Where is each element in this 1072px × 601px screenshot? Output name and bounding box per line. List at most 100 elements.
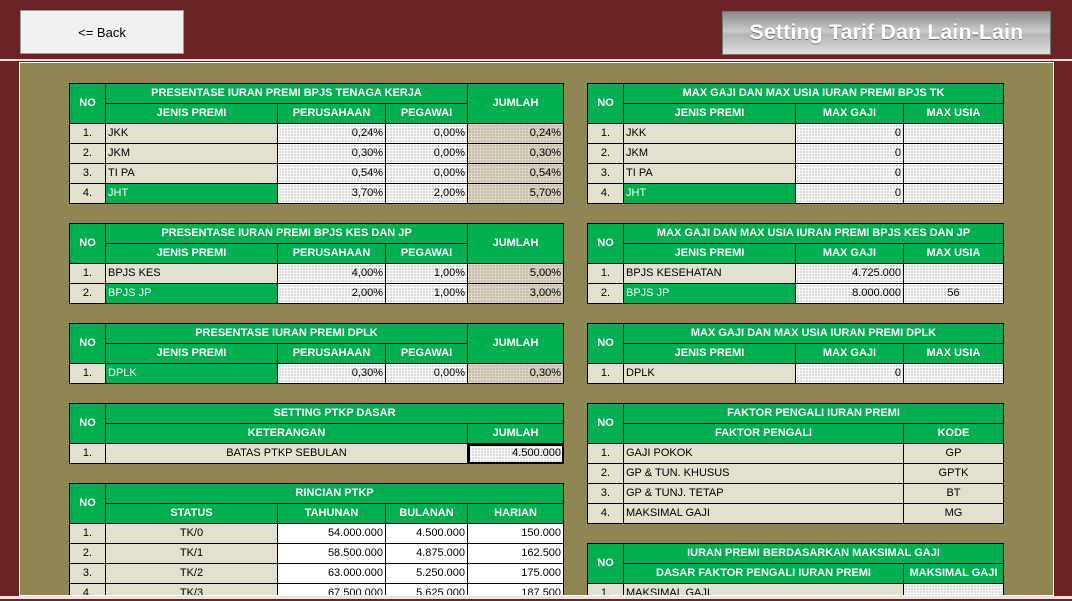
table-row: 1. DPLK 0 — [587, 363, 1005, 384]
table-row: 2. BPJS JP 8.000.000 56 — [587, 283, 1004, 304]
header-no: NO — [587, 543, 624, 584]
table-row: 2. BPJS JP 2,00% 1,00% 3,00% — [69, 283, 565, 304]
max-usia-cell[interactable]: 56 — [903, 283, 1004, 304]
header-perusahaan: PERUSAHAAN — [277, 103, 386, 124]
row-keterangan: BATAS PTKP SEBULAN — [105, 443, 468, 464]
table-row: 4. TK/3 67.500.000 5.625.000 187.500 — [69, 583, 565, 595]
table-row: 2. TK/1 58.500.000 4.875.000 162.500 — [69, 543, 565, 564]
max-gaji-cell[interactable]: 0 — [795, 123, 904, 144]
table-row: 1. JKK 0,24% 0,00% 0,24% — [69, 123, 564, 144]
row-no: 1. — [587, 263, 624, 284]
max-usia-cell[interactable] — [903, 263, 1004, 284]
pegawai-cell[interactable]: 0,00% — [385, 143, 468, 164]
header-no: NO — [69, 83, 106, 124]
max-dplk-table: NO MAX GAJI DAN MAX USIA IURAN PREMI DPL… — [587, 323, 1005, 384]
tahunan-cell: 58.500.000 — [277, 543, 386, 564]
max-usia-cell[interactable] — [902, 143, 1005, 164]
row-no: 2. — [69, 283, 106, 304]
perusahaan-cell[interactable]: 3,70% — [277, 183, 386, 204]
row-name: JHT — [623, 183, 796, 204]
header-jumlah: JUMLAH — [467, 423, 564, 444]
row-no: 1. — [587, 363, 624, 384]
row-name: TI PA — [105, 163, 278, 184]
header-no: NO — [587, 323, 624, 364]
table-row: 3. TK/2 63.000.000 5.250.000 175.000 — [69, 563, 565, 584]
max-usia-cell[interactable] — [902, 163, 1005, 184]
row-name: BPJS JP — [623, 283, 796, 304]
row-no: 2. — [69, 143, 106, 164]
kode-cell: BT — [902, 483, 1005, 504]
max-gaji-cell[interactable]: 4.725.000 — [795, 263, 904, 284]
table-row: 2. GP & TUN. KHUSUS GPTK — [587, 463, 1005, 484]
perusahaan-cell[interactable]: 0,24% — [277, 123, 386, 144]
row-name: MAKSIMAL GAJI — [623, 583, 904, 595]
max-gaji-cell[interactable]: 0 — [795, 363, 904, 384]
pegawai-cell[interactable]: 1,00% — [384, 263, 469, 284]
pegawai-cell[interactable]: 2,00% — [385, 183, 468, 204]
perusahaan-cell[interactable]: 2,00% — [277, 283, 386, 304]
maksimal-gaji-cell[interactable] — [903, 583, 1004, 595]
bulanan-cell: 5.625.000 — [385, 583, 468, 595]
row-no: 2. — [587, 283, 624, 304]
row-no: 3. — [69, 163, 106, 184]
header-jenis-premi: JENIS PREMI — [623, 343, 796, 364]
table-row: 2. JKM 0,30% 0,00% 0,30% — [69, 143, 564, 164]
max-gaji-cell[interactable]: 0 — [795, 143, 904, 164]
header-jenis-premi: JENIS PREMI — [105, 103, 278, 124]
header-max-gaji: MAX GAJI — [795, 343, 904, 364]
header-harian: HARIAN — [466, 503, 565, 524]
row-status: TK/1 — [105, 543, 278, 564]
max-usia-cell[interactable] — [902, 183, 1005, 204]
table-row: 1. JKK 0 — [587, 123, 1005, 144]
max-gaji-cell[interactable]: 0 — [795, 163, 904, 184]
perusahaan-cell[interactable]: 4,00% — [277, 263, 386, 284]
max-usia-cell[interactable] — [902, 363, 1005, 384]
max-gaji-cell[interactable]: 0 — [795, 183, 904, 204]
row-no: 1. — [69, 263, 106, 284]
page-title: Setting Tarif Dan Lain-Lain — [749, 21, 1024, 44]
header-keterangan: KETERANGAN — [105, 423, 468, 444]
table-row: 1. TK/0 54.000.000 4.500.000 150.000 — [69, 523, 565, 544]
header-no: NO — [587, 223, 624, 264]
pegawai-cell[interactable]: 1,00% — [384, 283, 469, 304]
header-perusahaan: PERUSAHAAN — [277, 243, 386, 264]
harian-cell: 175.000 — [466, 563, 565, 584]
kode-cell: GP — [902, 443, 1005, 464]
table-row: 1. GAJI POKOK GP — [587, 443, 1005, 464]
row-no: 2. — [69, 543, 106, 564]
tahunan-cell: 63.000.000 — [277, 563, 386, 584]
row-name: BPJS JP — [105, 283, 278, 304]
bulanan-cell: 4.875.000 — [385, 543, 468, 564]
harian-cell: 187.500 — [466, 583, 565, 595]
pegawai-cell[interactable]: 0,00% — [385, 163, 468, 184]
table-title: PRESENTASE IURAN PREMI BPJS KES DAN JP — [104, 223, 469, 244]
pegawai-cell[interactable]: 0,00% — [385, 363, 468, 384]
header-pegawai: PEGAWAI — [384, 243, 469, 264]
row-name: DPLK — [105, 363, 278, 384]
iuran-maksimal-gaji-table: NO IURAN PREMI BERDASARKAN MAKSIMAL GAJI… — [587, 543, 1004, 595]
table-title: IURAN PREMI BERDASARKAN MAKSIMAL GAJI — [623, 543, 1004, 564]
table-title: PRESENTASE IURAN PREMI BPJS TENAGA KERJA — [105, 83, 468, 104]
max-usia-cell[interactable] — [902, 123, 1005, 144]
header-max-usia: MAX USIA — [902, 343, 1005, 364]
perusahaan-cell[interactable]: 0,30% — [277, 143, 386, 164]
row-name: JKM — [623, 143, 796, 164]
ptkp-amount-cell[interactable]: 4.500.000 — [467, 443, 564, 464]
row-name: JKK — [105, 123, 278, 144]
header-pegawai: PEGAWAI — [385, 343, 468, 364]
harian-cell: 162.500 — [466, 543, 565, 564]
row-no: 3. — [587, 483, 624, 504]
header-no: NO — [69, 403, 106, 444]
row-no: 4. — [69, 583, 106, 595]
pegawai-cell[interactable]: 0,00% — [385, 123, 468, 144]
row-no: 1. — [587, 583, 624, 595]
perusahaan-cell[interactable]: 0,54% — [277, 163, 386, 184]
kode-cell: GPTK — [902, 463, 1005, 484]
sheet-bottom-edge — [0, 596, 1072, 599]
back-button[interactable]: <= Back — [20, 10, 184, 54]
table-row: 1. BATAS PTKP SEBULAN 4.500.000 — [69, 443, 564, 464]
max-gaji-cell[interactable]: 8.000.000 — [795, 283, 904, 304]
header-bulanan: BULANAN — [385, 503, 468, 524]
perusahaan-cell[interactable]: 0,30% — [277, 363, 386, 384]
row-name: MAKSIMAL GAJI — [623, 503, 904, 524]
